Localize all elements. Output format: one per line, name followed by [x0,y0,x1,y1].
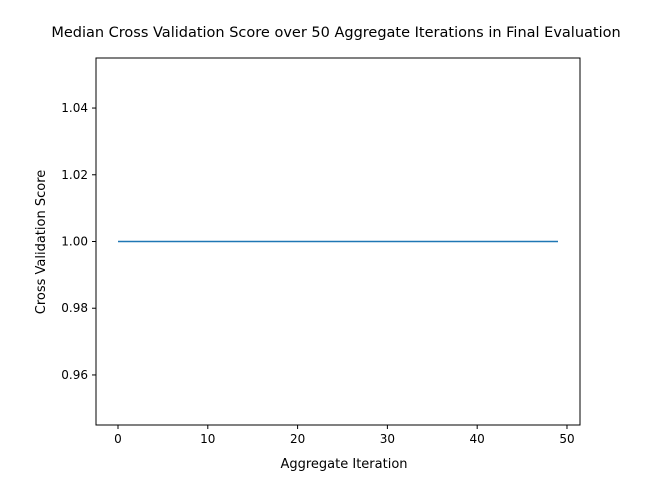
x-axis-ticks: 0 10 20 30 40 50 [114,425,575,446]
x-tick-label: 10 [200,432,215,446]
y-tick-label: 1.02 [61,168,88,182]
x-tick-label: 0 [114,432,122,446]
y-tick-label: 1.00 [61,235,88,249]
chart-title: Median Cross Validation Score over 50 Ag… [51,25,620,41]
x-tick-label: 40 [470,432,485,446]
x-tick-label: 20 [290,432,305,446]
x-axis-label: Aggregate Iteration [280,457,407,472]
y-axis-label: Cross Validation Score [34,170,49,315]
y-tick-label: 1.04 [61,101,88,115]
y-tick-label: 0.98 [61,301,88,315]
y-axis-ticks: 0.96 0.98 1.00 1.02 1.04 [61,101,96,382]
x-tick-label: 30 [380,432,395,446]
y-tick-label: 0.96 [61,368,88,382]
x-tick-label: 50 [559,432,574,446]
